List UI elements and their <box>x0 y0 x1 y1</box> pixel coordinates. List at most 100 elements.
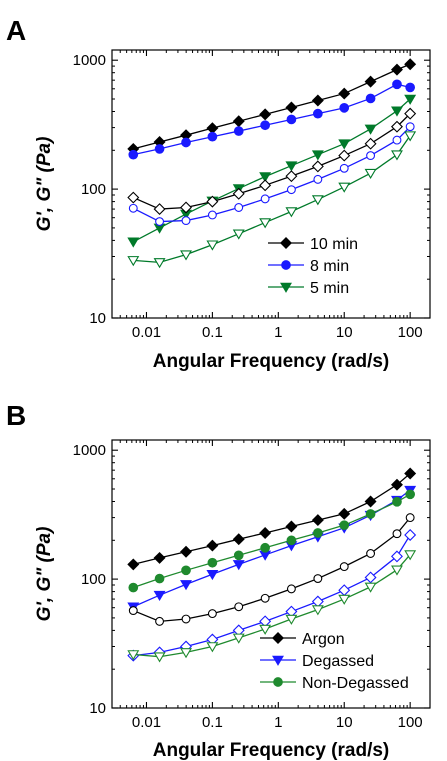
data-point <box>127 237 140 248</box>
data-point <box>180 201 192 214</box>
data-point <box>285 614 298 625</box>
x-tick-label: 1 <box>274 324 282 341</box>
data-point <box>232 633 245 644</box>
panel-a-legend: 10 min 8 min 5 min <box>268 236 358 297</box>
data-point <box>180 648 192 659</box>
data-point <box>365 93 376 104</box>
data-point <box>181 565 191 576</box>
data-point <box>366 549 376 558</box>
data-point <box>153 551 166 564</box>
data-point <box>404 467 417 480</box>
data-point <box>338 507 351 520</box>
data-point <box>392 529 402 539</box>
data-point <box>127 558 140 571</box>
data-point <box>232 533 245 546</box>
data-point <box>127 256 140 267</box>
data-point <box>153 652 166 663</box>
legend-marker <box>280 237 292 249</box>
data-point <box>260 593 270 603</box>
panel-b-ticks: 0.01 0.1 1 10 100 10 100 1000 <box>73 440 430 731</box>
data-point <box>313 108 323 119</box>
data-point <box>313 574 323 583</box>
panel-a: A 0.01 0.1 1 10 100 10 100 1000 10 min 8 min 5 mi… <box>6 15 431 372</box>
data-point <box>390 120 403 133</box>
data-point <box>311 160 324 173</box>
data-point <box>259 218 272 229</box>
panel-a-x-axis-title: Angular Frequency (rad/s) <box>153 351 390 372</box>
data-point <box>405 513 415 523</box>
data-point <box>180 250 192 261</box>
data-point <box>206 569 219 581</box>
data-point <box>365 509 376 519</box>
data-point <box>404 550 417 561</box>
data-point <box>339 562 349 572</box>
x-tick-label: 0.1 <box>202 714 223 731</box>
data-point <box>206 122 219 135</box>
data-point <box>127 191 140 204</box>
data-point <box>155 217 165 227</box>
data-point <box>128 203 138 213</box>
legend-marker <box>280 282 292 293</box>
data-point <box>285 161 298 172</box>
data-point <box>391 565 403 576</box>
data-point <box>128 149 139 160</box>
data-point <box>404 528 417 541</box>
data-point <box>181 614 191 624</box>
y-tick-label: 100 <box>81 571 106 588</box>
data-point <box>405 82 416 93</box>
data-point <box>286 535 297 546</box>
data-point <box>405 122 415 132</box>
panel-a-marks <box>127 58 417 269</box>
data-point <box>285 170 298 183</box>
data-point <box>128 606 138 616</box>
data-point <box>338 87 351 100</box>
data-point <box>338 182 351 193</box>
series-line <box>133 554 411 658</box>
panel-b: B 0.01 0.1 1 10 100 10 100 1000 Argon Degassed No… <box>6 400 431 761</box>
data-point <box>128 582 139 593</box>
legend-label: 10 min <box>310 236 358 253</box>
data-point <box>311 595 324 608</box>
data-point <box>260 542 270 553</box>
legend-marker <box>273 677 283 687</box>
data-point <box>364 582 377 593</box>
data-point <box>286 185 296 195</box>
data-point <box>311 195 324 206</box>
series-4 <box>128 122 415 227</box>
data-point <box>392 79 402 90</box>
x-tick-label: 100 <box>398 324 423 341</box>
data-point <box>311 514 324 527</box>
data-point <box>313 528 323 538</box>
series-5 <box>127 131 417 269</box>
x-tick-label: 10 <box>336 714 353 731</box>
data-point <box>364 137 377 150</box>
data-point <box>286 584 296 594</box>
data-point <box>259 624 272 635</box>
data-point <box>180 580 192 591</box>
data-point <box>232 560 245 571</box>
data-point <box>404 58 417 71</box>
legend-label: Non-Degassed <box>302 675 409 692</box>
data-point <box>311 150 324 161</box>
x-tick-label: 0.01 <box>132 324 161 341</box>
data-point <box>232 187 245 200</box>
data-point <box>338 594 351 605</box>
data-point <box>338 139 351 150</box>
legend-marker <box>281 260 291 270</box>
data-point <box>285 101 298 114</box>
data-point <box>390 550 403 563</box>
panel-b-plot-frame <box>111 439 431 709</box>
data-point <box>207 210 217 220</box>
series-line <box>133 517 411 623</box>
data-point <box>366 151 376 161</box>
data-point <box>404 107 417 120</box>
data-point <box>364 168 377 179</box>
data-point <box>153 258 166 269</box>
data-point <box>391 106 403 117</box>
data-point <box>391 150 403 161</box>
series-1 <box>128 79 416 160</box>
x-tick-label: 100 <box>398 714 423 731</box>
data-point <box>181 137 191 148</box>
panel-a-plot-frame <box>111 49 431 319</box>
y-tick-label: 1000 <box>73 442 106 459</box>
